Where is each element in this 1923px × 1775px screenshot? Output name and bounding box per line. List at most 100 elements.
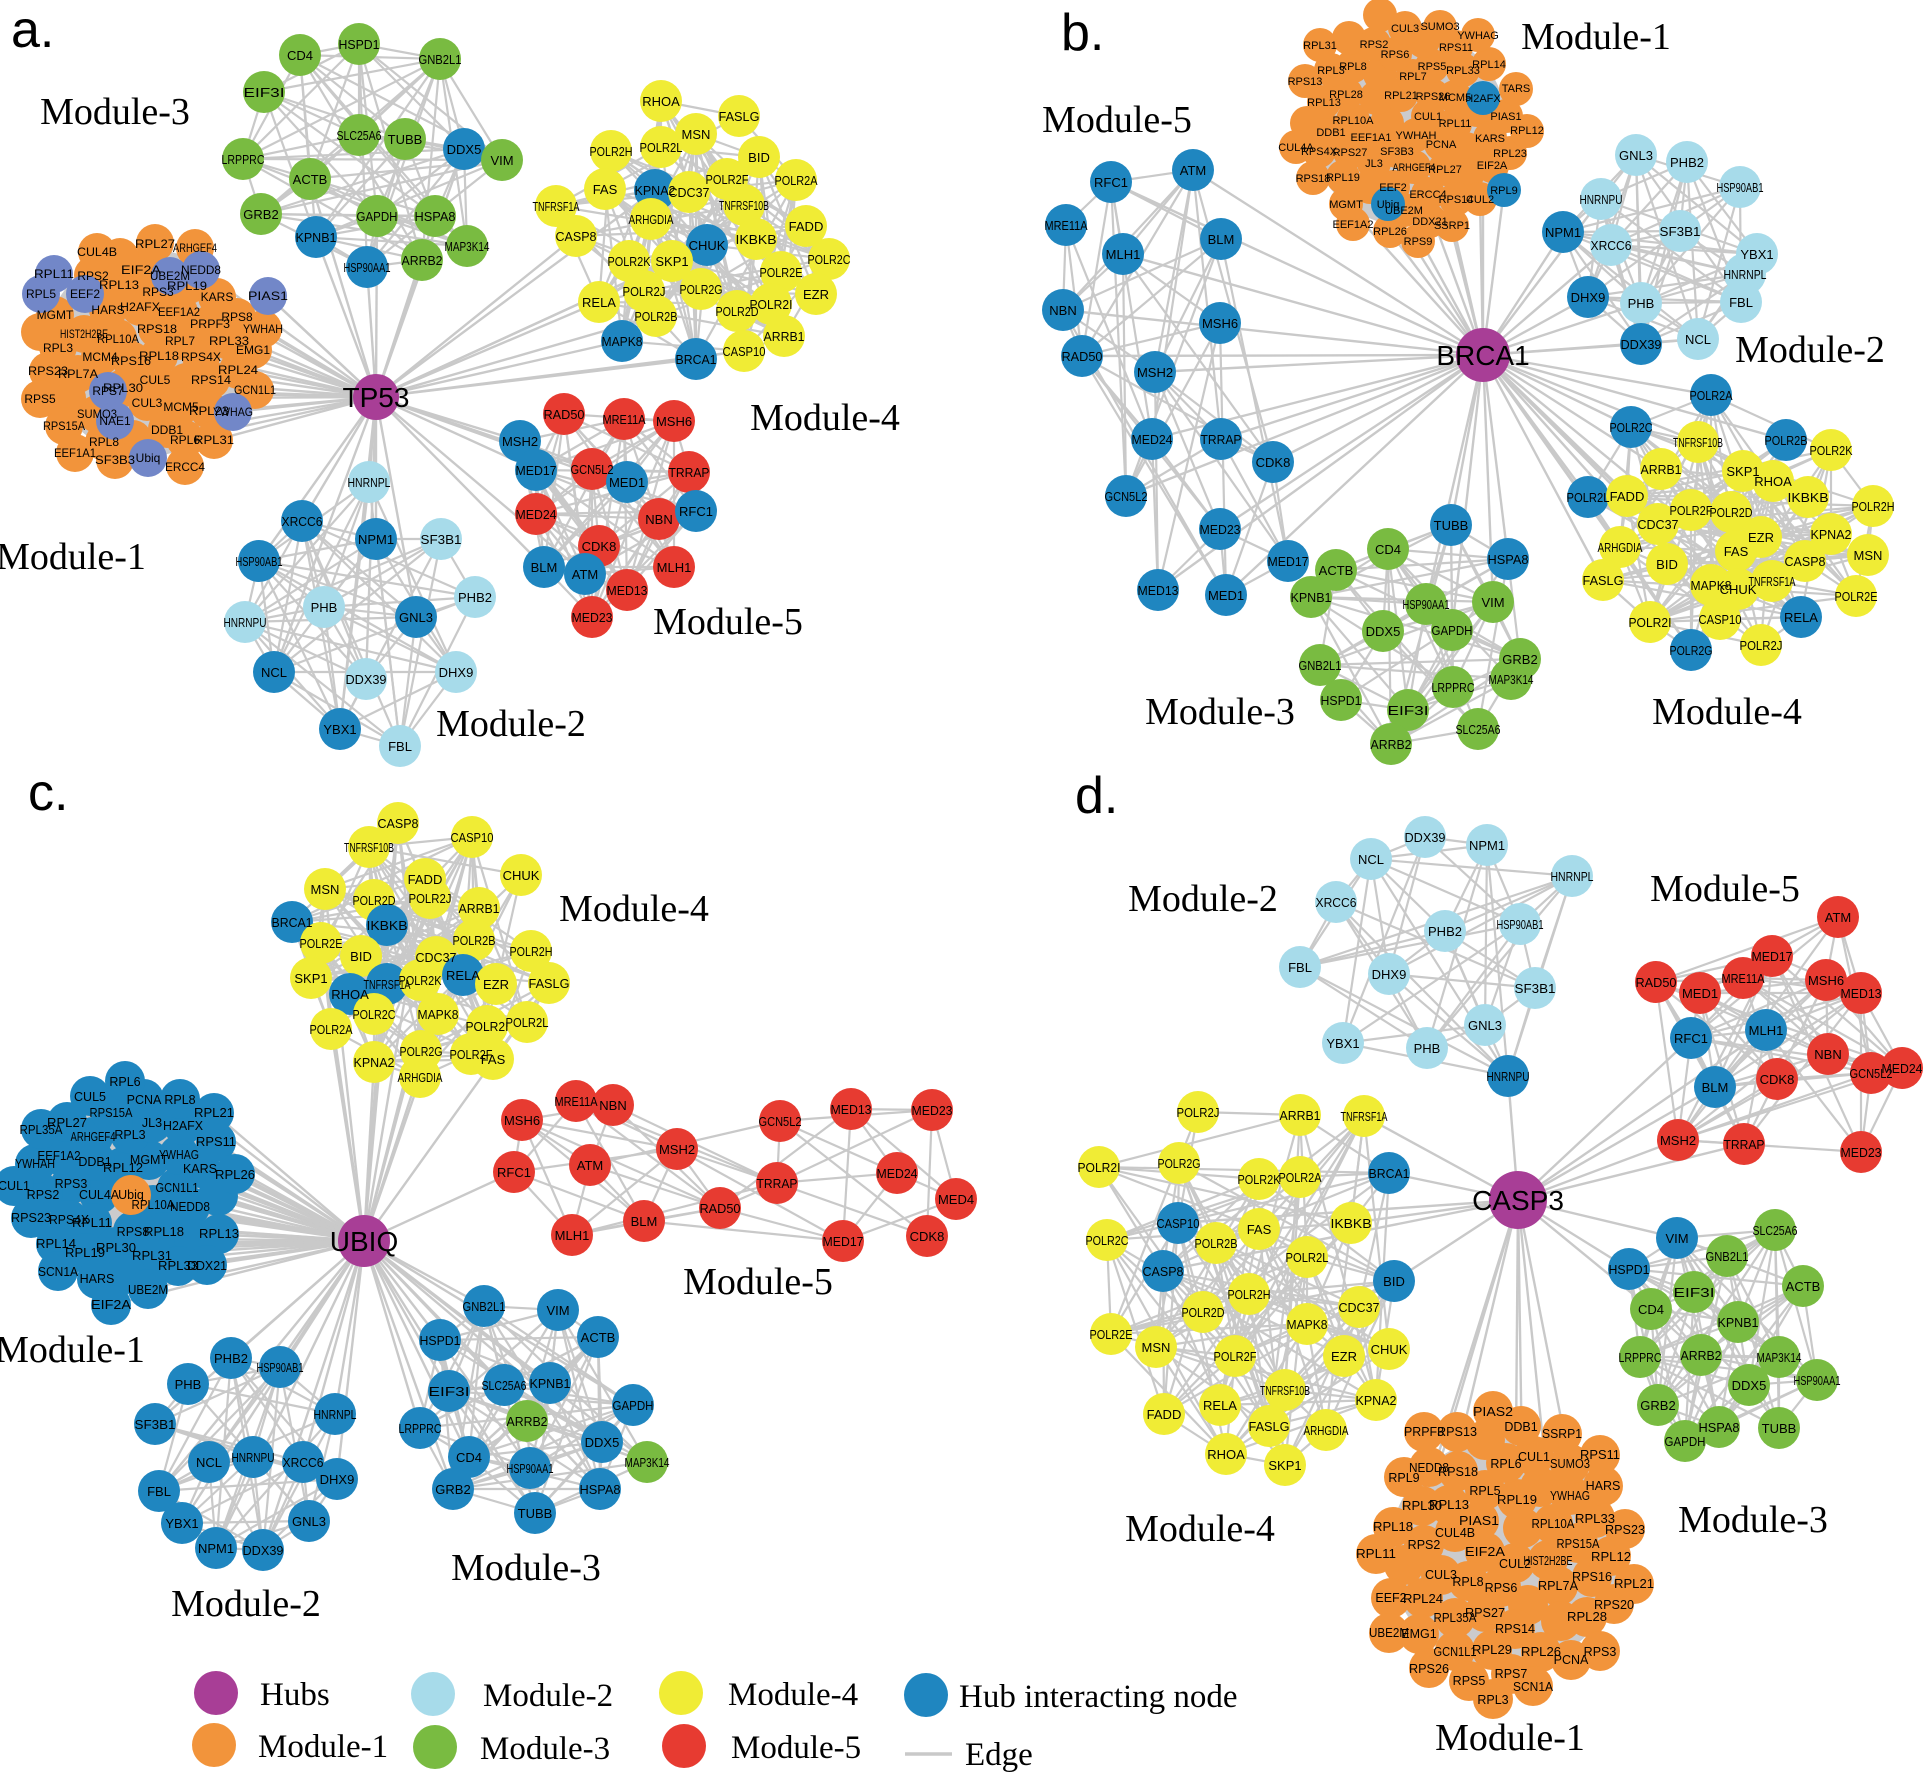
svg-text:RPS13: RPS13 bbox=[1288, 76, 1323, 88]
svg-text:POLR2D: POLR2D bbox=[353, 893, 396, 908]
svg-text:MSH2: MSH2 bbox=[659, 1142, 695, 1157]
svg-text:DHX9: DHX9 bbox=[1571, 290, 1606, 305]
svg-text:HSPA8: HSPA8 bbox=[580, 1482, 621, 1497]
svg-text:DDX21: DDX21 bbox=[1412, 216, 1447, 228]
svg-text:VIM: VIM bbox=[1665, 1231, 1688, 1246]
svg-text:SKP1: SKP1 bbox=[294, 971, 327, 986]
svg-text:MED17: MED17 bbox=[516, 463, 557, 478]
svg-text:MCM5: MCM5 bbox=[1439, 92, 1471, 104]
svg-text:CD4: CD4 bbox=[456, 1450, 482, 1465]
svg-text:EMG1: EMG1 bbox=[236, 343, 270, 357]
svg-text:MRE11A: MRE11A bbox=[1045, 218, 1088, 233]
svg-text:Module-2: Module-2 bbox=[1735, 329, 1885, 371]
svg-text:NEDD8: NEDD8 bbox=[1409, 1461, 1449, 1475]
svg-text:Module-2: Module-2 bbox=[436, 703, 586, 745]
svg-text:H2AFX: H2AFX bbox=[163, 1119, 204, 1133]
svg-text:NEDD8: NEDD8 bbox=[170, 1200, 210, 1214]
svg-text:RPL24: RPL24 bbox=[1403, 1592, 1443, 1606]
svg-text:MAP3K14: MAP3K14 bbox=[625, 1455, 670, 1470]
svg-text:RPL21: RPL21 bbox=[1614, 1577, 1654, 1591]
svg-text:CASP8: CASP8 bbox=[556, 229, 597, 244]
svg-text:YWHAH: YWHAH bbox=[243, 322, 283, 336]
svg-text:BID: BID bbox=[1656, 557, 1678, 572]
svg-text:UBE2M: UBE2M bbox=[128, 1283, 168, 1297]
svg-text:ARHGEF4: ARHGEF4 bbox=[71, 1130, 116, 1144]
svg-text:RPS18: RPS18 bbox=[1438, 1465, 1478, 1479]
svg-text:KARS: KARS bbox=[183, 1162, 217, 1176]
svg-text:GCN1L1: GCN1L1 bbox=[1434, 1645, 1477, 1659]
svg-text:RFC1: RFC1 bbox=[1094, 175, 1128, 190]
svg-text:KPNA2: KPNA2 bbox=[635, 183, 676, 198]
svg-text:SF3B3: SF3B3 bbox=[1380, 146, 1414, 158]
svg-text:MED13: MED13 bbox=[1138, 583, 1179, 598]
svg-text:PIAS1: PIAS1 bbox=[1490, 111, 1521, 123]
svg-text:RPS16: RPS16 bbox=[1572, 1570, 1612, 1584]
svg-text:Module-5: Module-5 bbox=[1650, 868, 1800, 910]
svg-text:ARRB1: ARRB1 bbox=[1280, 1108, 1321, 1123]
svg-text:GAPDH: GAPDH bbox=[613, 1398, 654, 1413]
svg-text:RPS26: RPS26 bbox=[1409, 1662, 1449, 1676]
svg-text:RPL19: RPL19 bbox=[65, 1246, 105, 1260]
svg-text:MGMT: MGMT bbox=[1329, 199, 1363, 211]
svg-text:LRPPRC: LRPPRC bbox=[222, 152, 265, 167]
svg-text:CD4: CD4 bbox=[1375, 542, 1401, 557]
svg-text:DDB1: DDB1 bbox=[1316, 127, 1345, 139]
svg-text:ARHGDIA: ARHGDIA bbox=[398, 1070, 443, 1085]
svg-text:MAPK8: MAPK8 bbox=[1691, 578, 1732, 593]
svg-text:NPM1: NPM1 bbox=[198, 1541, 234, 1556]
svg-text:PCNA: PCNA bbox=[127, 1093, 162, 1107]
svg-text:CASP10: CASP10 bbox=[723, 344, 766, 359]
svg-text:XRCC6: XRCC6 bbox=[1591, 238, 1632, 253]
svg-text:RPS13: RPS13 bbox=[1437, 1425, 1477, 1439]
svg-text:BLM: BLM bbox=[1702, 1080, 1729, 1095]
svg-text:PRPF3: PRPF3 bbox=[190, 317, 230, 331]
svg-text:RPL28: RPL28 bbox=[1329, 89, 1363, 101]
svg-text:RPS7: RPS7 bbox=[92, 384, 124, 398]
svg-text:CHUK: CHUK bbox=[1371, 1342, 1408, 1357]
svg-text:NCL: NCL bbox=[196, 1455, 222, 1470]
svg-text:KPNA2: KPNA2 bbox=[1811, 527, 1852, 542]
svg-text:GNL3: GNL3 bbox=[1468, 1018, 1502, 1033]
svg-text:MSH2: MSH2 bbox=[502, 434, 538, 449]
svg-text:RPL23: RPL23 bbox=[1493, 148, 1527, 160]
svg-text:HNRNPU: HNRNPU bbox=[224, 615, 267, 630]
svg-text:DDX5: DDX5 bbox=[447, 142, 482, 157]
svg-text:FADD: FADD bbox=[789, 219, 824, 234]
svg-text:MCM4: MCM4 bbox=[82, 350, 118, 364]
svg-text:SF3B3: SF3B3 bbox=[95, 453, 135, 467]
svg-text:RPL13: RPL13 bbox=[199, 1227, 239, 1241]
svg-text:POLR2A: POLR2A bbox=[1279, 1170, 1322, 1185]
svg-text:CDK8: CDK8 bbox=[1256, 455, 1291, 470]
svg-text:RPS6: RPS6 bbox=[1485, 1581, 1518, 1595]
svg-text:MGMT: MGMT bbox=[37, 308, 74, 322]
svg-text:YWHAH: YWHAH bbox=[1396, 130, 1437, 142]
svg-text:POLR2B: POLR2B bbox=[635, 309, 678, 324]
svg-text:GCN5L2: GCN5L2 bbox=[1105, 489, 1148, 504]
svg-text:MED4: MED4 bbox=[938, 1192, 974, 1207]
svg-text:FADD: FADD bbox=[1610, 489, 1645, 504]
svg-text:PIAS1: PIAS1 bbox=[1459, 1514, 1499, 1528]
svg-text:HARS: HARS bbox=[80, 1272, 115, 1286]
svg-text:CUL1: CUL1 bbox=[1414, 111, 1442, 123]
svg-text:POLR2F: POLR2F bbox=[450, 1047, 493, 1062]
svg-text:ERCC4: ERCC4 bbox=[1409, 189, 1446, 201]
svg-text:GCN1L1: GCN1L1 bbox=[234, 383, 276, 397]
svg-text:NAE1: NAE1 bbox=[99, 414, 131, 428]
svg-text:SLC25A6: SLC25A6 bbox=[482, 1378, 527, 1393]
svg-text:RPL7A: RPL7A bbox=[1538, 1579, 1579, 1593]
svg-text:MSH2: MSH2 bbox=[1660, 1133, 1696, 1148]
svg-text:RPS11: RPS11 bbox=[196, 1135, 236, 1149]
svg-text:CUL2: CUL2 bbox=[1466, 194, 1494, 206]
svg-text:RPL18: RPL18 bbox=[139, 349, 179, 363]
svg-text:TRRAP: TRRAP bbox=[669, 465, 710, 480]
svg-text:POLR2E: POLR2E bbox=[1090, 1327, 1133, 1342]
svg-text:CDK8: CDK8 bbox=[910, 1229, 945, 1244]
svg-text:Hub interacting node: Hub interacting node bbox=[959, 1679, 1238, 1715]
svg-text:Module-3: Module-3 bbox=[1145, 691, 1295, 733]
svg-text:POLR2B: POLR2B bbox=[453, 933, 496, 948]
svg-text:HSPD1: HSPD1 bbox=[339, 37, 380, 52]
svg-text:RPS27: RPS27 bbox=[1333, 147, 1368, 159]
svg-text:YWHAG: YWHAG bbox=[213, 405, 253, 419]
svg-text:RPS11: RPS11 bbox=[1580, 1448, 1620, 1462]
svg-text:TARS: TARS bbox=[1502, 83, 1531, 95]
